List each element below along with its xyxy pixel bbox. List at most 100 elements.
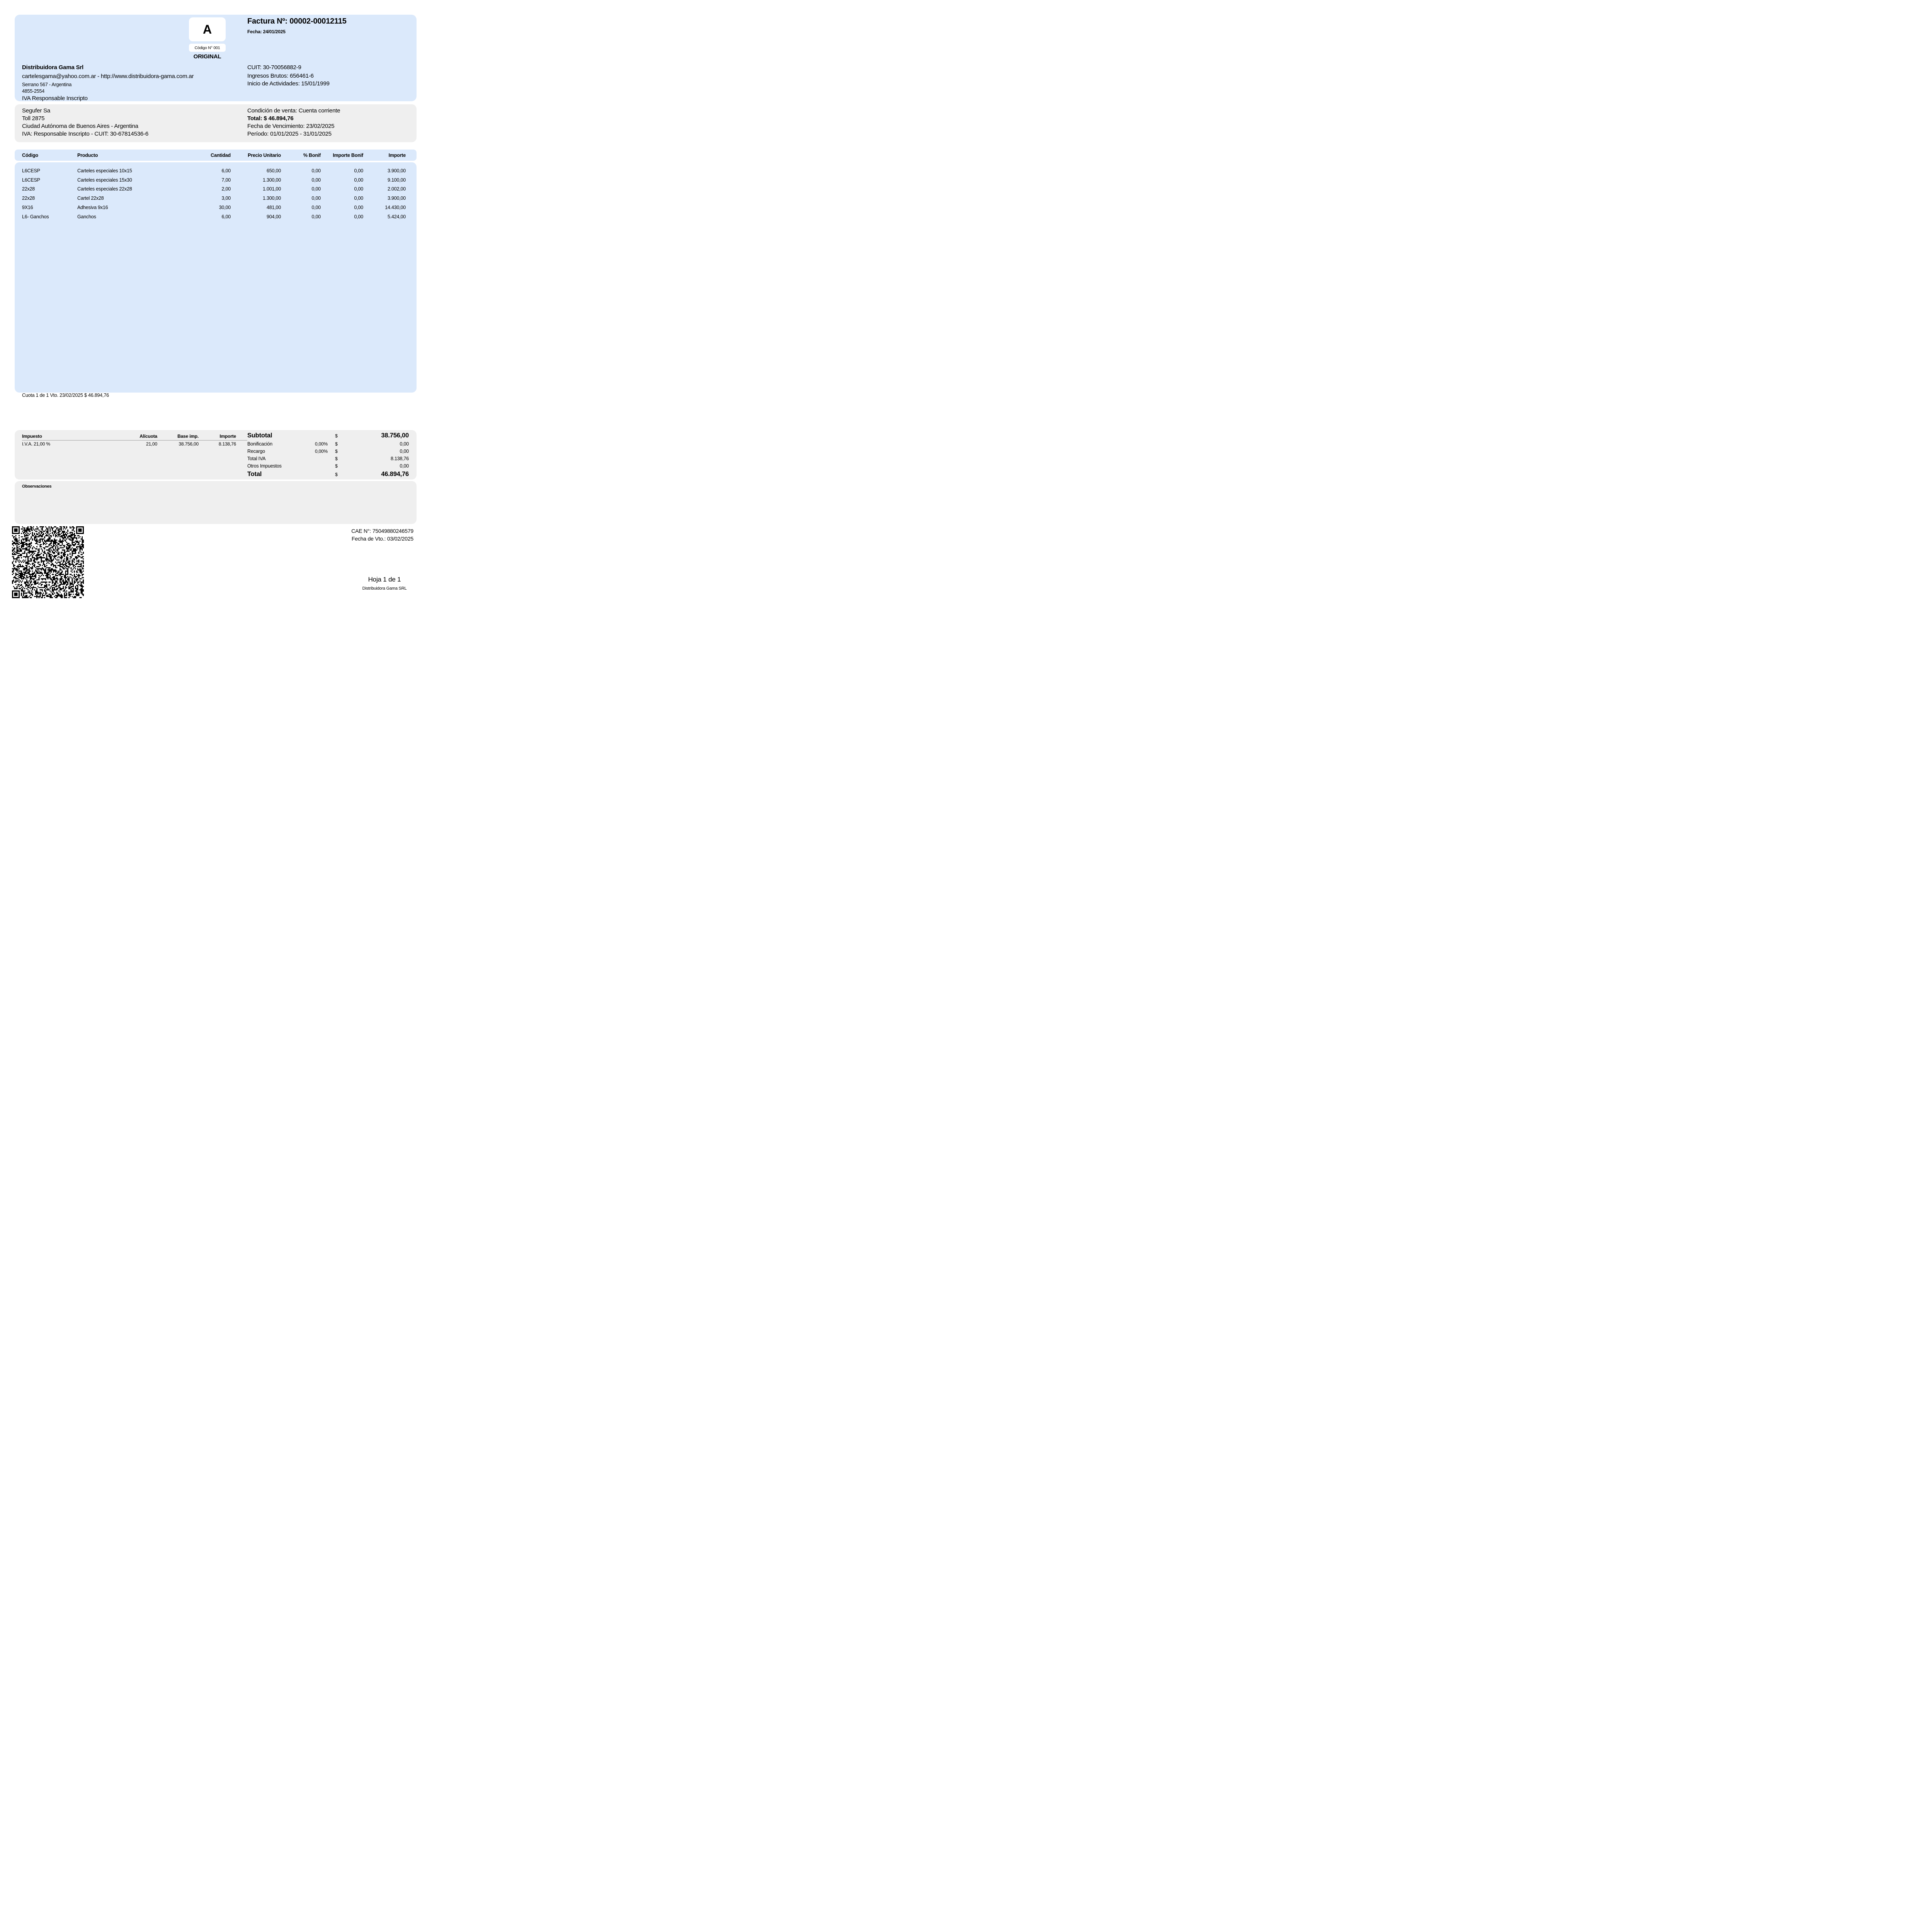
summary-lbl: Recargo [247, 449, 265, 454]
col-header-producto: Producto [77, 152, 98, 158]
table-row: 22x28 Cartel 22x28 3,00 1.300,00 0,00 0,00 3.9… [15, 194, 417, 203]
summary-amt: 8.138,76 [390, 456, 409, 461]
items-table-body: L6CESP Carteles especiales 10x15 6,00 650,0… [15, 162, 417, 393]
item-cell: 1.001,00 [262, 186, 281, 192]
summary-row: Bonificación 0,00% $0,00 [247, 441, 409, 449]
summary-lbl: Total IVA [247, 456, 266, 461]
seller-phone: 4855-2554 [22, 88, 44, 94]
invoice-header-panel: A Código N° 001 ORIGINAL Factura Nº: 000… [15, 15, 417, 102]
item-cell: 904,00 [266, 214, 281, 219]
item-cell: 0,00 [311, 177, 321, 183]
customer-address: Toll 2875 [22, 115, 45, 122]
tax-rows: I.V.A. 21,00 % 21,00 38.756,00 8.138,76 [22, 441, 250, 447]
cae-number: CAE N°: 75049880246579 [351, 528, 413, 534]
item-cell: 0,00 [311, 205, 321, 211]
table-row: L6- Ganchos Ganchos 6,00 904,00 0,00 0,00 5.42… [15, 212, 417, 221]
due-date: Fecha de Vencimiento: 23/02/2025 [247, 123, 335, 129]
tax-col-alicuota: Alícuota [139, 434, 157, 439]
item-cell: 3.900,00 [387, 196, 406, 201]
item-cell: 0,00 [354, 214, 363, 219]
table-row: L6CESP Carteles especiales 15x30 7,00 1.300… [15, 175, 417, 185]
item-cell: Adhesiva 9x16 [77, 205, 108, 211]
sale-condition: Condición de venta: Cuenta corriente [247, 107, 340, 114]
tax-cell: 8.138,76 [218, 441, 236, 447]
item-cell: 3.900,00 [387, 168, 406, 173]
tax-cell: 21,00 [146, 441, 157, 447]
page-footer: Hoja 1 de 1 Distribuidora Gama SRL [321, 576, 431, 591]
qr-code [12, 526, 84, 598]
invoice-page: A Código N° 001 ORIGINAL Factura Nº: 000… [0, 0, 431, 607]
tax-col-importe: Importe [219, 434, 236, 439]
tax-row: I.V.A. 21,00 % 21,00 38.756,00 8.138,76 [22, 441, 250, 447]
item-cell: 7,00 [221, 177, 231, 183]
col-header-bonif-pct: % Bonif [303, 152, 321, 158]
item-cell: 9.100,00 [387, 177, 406, 183]
item-cell: L6CESP [22, 168, 40, 173]
col-header-precio-unitario: Precio Unitario [248, 152, 281, 158]
summary-amt: 0,00 [400, 449, 409, 454]
item-cell: 2.002,00 [387, 186, 406, 192]
table-row: L6CESP Carteles especiales 10x15 6,00 650,0… [15, 166, 417, 175]
item-cell: 1.300,00 [262, 177, 281, 183]
item-cell: 0,00 [354, 205, 363, 211]
summary-amt: 38.756,00 [381, 432, 409, 439]
customer-city: Ciudad Autónoma de Buenos Aires - Argent… [22, 123, 138, 129]
summary-pct: 0,00% [315, 449, 328, 454]
item-cell: 650,00 [266, 168, 281, 173]
table-row: 22x28 Carteles especiales 22x28 2,00 1.001,… [15, 185, 417, 194]
item-cell: 0,00 [354, 177, 363, 183]
summary-row: Subtotal $38.756,00 [247, 432, 409, 441]
observaciones-label: Observaciones [22, 484, 52, 489]
item-cell: 6,00 [221, 214, 231, 219]
col-header-importe: Importe [388, 152, 406, 158]
summary-table: Subtotal $38.756,00 Bonificación 0,00% $0,00… [247, 432, 409, 480]
summary-cur: $ [335, 441, 338, 447]
item-cell: 22x28 [22, 186, 35, 192]
item-cell: 6,00 [221, 168, 231, 173]
item-cell: 0,00 [311, 196, 321, 201]
copy-type-label: ORIGINAL [193, 53, 221, 60]
summary-amt: 0,00 [400, 463, 409, 469]
summary-cur: $ [335, 449, 338, 454]
tax-cell: I.V.A. 21,00 % [22, 441, 50, 447]
summary-cur: $ [335, 456, 338, 461]
item-cell: 2,00 [221, 186, 231, 192]
page-number: Hoja 1 de 1 [368, 576, 401, 583]
tax-table: Impuesto Alícuota Base imp. Importe I.V.… [22, 434, 250, 447]
item-cell: 0,00 [354, 186, 363, 192]
col-header-cantidad: Cantidad [211, 152, 231, 158]
item-cell: 0,00 [354, 168, 363, 173]
summary-cur: $ [335, 463, 338, 469]
seller-inicio-actividades: Inicio de Actividades: 15/01/1999 [247, 80, 330, 87]
customer-panel: Segufer Sa Toll 2875 Ciudad Autónoma de … [15, 104, 417, 142]
summary-amt: 46.894,76 [381, 471, 409, 478]
totals-panel: Impuesto Alícuota Base imp. Importe I.V.… [15, 430, 417, 480]
customer-iva-cuit: IVA: Responsable Inscripto - CUIT: 30-67… [22, 131, 148, 137]
observaciones-panel: Observaciones [15, 481, 417, 524]
item-cell: 14.430,00 [385, 205, 406, 211]
item-cell: 0,00 [311, 168, 321, 173]
item-cell: 481,00 [266, 205, 281, 211]
summary-row: Recargo 0,00% $0,00 [247, 449, 409, 456]
item-cell: 5.424,00 [387, 214, 406, 219]
seller-address: Serrano 567 - Argentina [22, 82, 72, 87]
tax-col-impuesto: Impuesto [22, 434, 42, 439]
item-cell: 30,00 [219, 205, 231, 211]
seller-name: Distribuidora Gama Srl [22, 64, 83, 71]
item-cell: L6CESP [22, 177, 40, 183]
table-row: 9X16 Adhesiva 9x16 30,00 481,00 0,00 0,00 14.4… [15, 203, 417, 212]
summary-amt: 0,00 [400, 441, 409, 447]
seller-cuit: CUIT: 30-70056882-9 [247, 64, 301, 71]
item-cell: Carteles especiales 22x28 [77, 186, 132, 192]
invoice-letter: A [203, 22, 212, 36]
invoice-codigo-badge: Código N° 001 [189, 44, 226, 52]
item-cell: Cartel 22x28 [77, 196, 104, 201]
cae-due-date: Fecha de Vto.: 03/02/2025 [351, 536, 413, 542]
seller-contact: cartelesgama@yahoo.com.ar - http://www.d… [22, 73, 194, 80]
footer-company-name: Distribuidora Gama SRL [362, 586, 407, 591]
seller-ingresos-brutos: Ingresos Brutos: 656461-6 [247, 73, 314, 79]
summary-row: Total IVA $8.138,76 [247, 456, 409, 463]
customer-name: Segufer Sa [22, 107, 51, 114]
item-cell: 0,00 [354, 196, 363, 201]
invoice-letter-box: A [189, 17, 226, 41]
